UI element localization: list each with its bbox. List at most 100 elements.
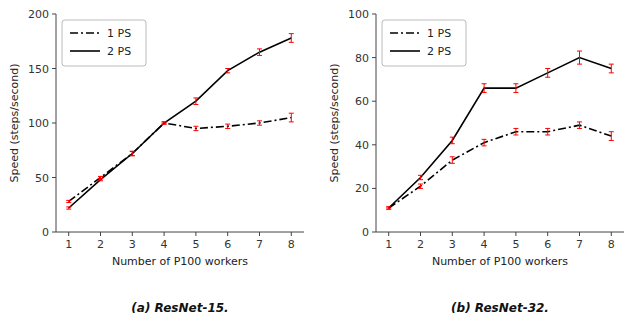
y-tick <box>52 123 56 124</box>
series <box>386 122 614 209</box>
y-tick <box>52 14 56 15</box>
legend-swatch <box>390 32 420 34</box>
legend-swatch <box>70 32 100 34</box>
x-tick-label: 1 <box>385 238 392 251</box>
panel: 02040608010012345678Number of P100 worke… <box>328 8 624 315</box>
y-tick <box>372 14 376 15</box>
x-tick <box>164 232 165 236</box>
x-tick <box>611 232 612 236</box>
legend-box <box>382 20 466 66</box>
x-tick <box>100 232 101 236</box>
error-bar <box>162 122 167 124</box>
legend-label: 1 PS <box>107 27 131 40</box>
y-tick-label: 0 <box>42 226 49 239</box>
legend-label: 1 PS <box>427 27 451 40</box>
error-bar <box>609 64 614 73</box>
plot-area <box>386 51 614 209</box>
x-tick-label: 8 <box>608 238 615 251</box>
y-tick-label: 50 <box>35 172 49 185</box>
x-tick <box>388 232 389 236</box>
x-tick-label: 1 <box>65 238 72 251</box>
line <box>389 58 612 208</box>
error-bar <box>545 69 550 78</box>
caption: (a) ResNet-15. <box>131 301 228 315</box>
error-bar <box>66 200 71 202</box>
error-bar <box>193 126 198 130</box>
x-tick <box>420 232 421 236</box>
error-bar <box>289 34 294 43</box>
x-tick <box>68 232 69 236</box>
x-axis <box>56 232 304 233</box>
caption: (b) ResNet-32. <box>451 301 549 315</box>
x-tick-label: 6 <box>544 238 551 251</box>
error-bar <box>450 137 455 144</box>
x-tick <box>227 232 228 236</box>
error-bar <box>130 151 135 155</box>
x-tick <box>484 232 485 236</box>
error-bar <box>257 121 262 125</box>
x-axis-label: Number of P100 workers <box>432 255 568 268</box>
x-tick <box>452 232 453 236</box>
legend-label: 2 PS <box>427 45 451 58</box>
x-tick-label: 4 <box>481 238 488 251</box>
y-tick <box>372 232 376 233</box>
x-tick-label: 5 <box>192 238 199 251</box>
error-bar <box>225 69 230 73</box>
error-bar <box>513 84 518 93</box>
error-bar <box>577 122 582 129</box>
error-bar <box>450 157 455 164</box>
y-tick-label: 150 <box>28 63 49 76</box>
error-bar <box>386 207 391 209</box>
series <box>66 113 294 202</box>
y-tick-label: 200 <box>28 8 49 21</box>
y-axis <box>376 14 377 232</box>
x-tick-label: 3 <box>449 238 456 251</box>
x-tick <box>132 232 133 236</box>
x-tick-label: 7 <box>576 238 583 251</box>
error-bar <box>257 49 262 56</box>
y-tick <box>372 101 376 102</box>
y-tick-label: 20 <box>355 182 369 195</box>
legend-swatch <box>390 50 420 52</box>
x-tick <box>291 232 292 236</box>
y-tick <box>372 188 376 189</box>
y-tick-label: 0 <box>362 226 369 239</box>
x-tick <box>579 232 580 236</box>
x-tick <box>259 232 260 236</box>
legend-box <box>62 20 146 66</box>
error-bar <box>418 184 423 188</box>
error-bar <box>482 139 487 146</box>
y-tick <box>52 232 56 233</box>
error-bar <box>98 176 103 178</box>
y-tick <box>372 144 376 145</box>
legend-swatch <box>70 50 100 52</box>
line <box>389 125 612 208</box>
error-bar <box>418 175 423 179</box>
y-tick-label: 100 <box>28 117 49 130</box>
y-tick <box>52 68 56 69</box>
error-bar <box>482 84 487 93</box>
x-tick <box>195 232 196 236</box>
x-tick-label: 3 <box>129 238 136 251</box>
y-axis-label: Speed (steps/second) <box>328 63 341 182</box>
y-tick-label: 100 <box>348 8 369 21</box>
line <box>69 118 292 202</box>
y-tick-label: 60 <box>355 95 369 108</box>
panel: 05010015020012345678Number of P100 worke… <box>8 8 304 315</box>
y-tick <box>372 57 376 58</box>
y-tick-label: 40 <box>355 139 369 152</box>
x-axis <box>376 232 624 233</box>
legend: 1 PS2 PS <box>62 20 146 66</box>
x-tick-label: 6 <box>224 238 231 251</box>
error-bar <box>225 124 230 128</box>
error-bar <box>289 113 294 122</box>
x-tick-label: 7 <box>256 238 263 251</box>
error-bar <box>545 128 550 135</box>
error-bar <box>513 128 518 135</box>
legend: 1 PS 2 PS <box>382 20 466 66</box>
y-tick <box>52 177 56 178</box>
error-bar <box>609 132 614 141</box>
x-tick-label: 2 <box>417 238 424 251</box>
error-bar <box>193 98 198 105</box>
x-tick-label: 8 <box>288 238 295 251</box>
